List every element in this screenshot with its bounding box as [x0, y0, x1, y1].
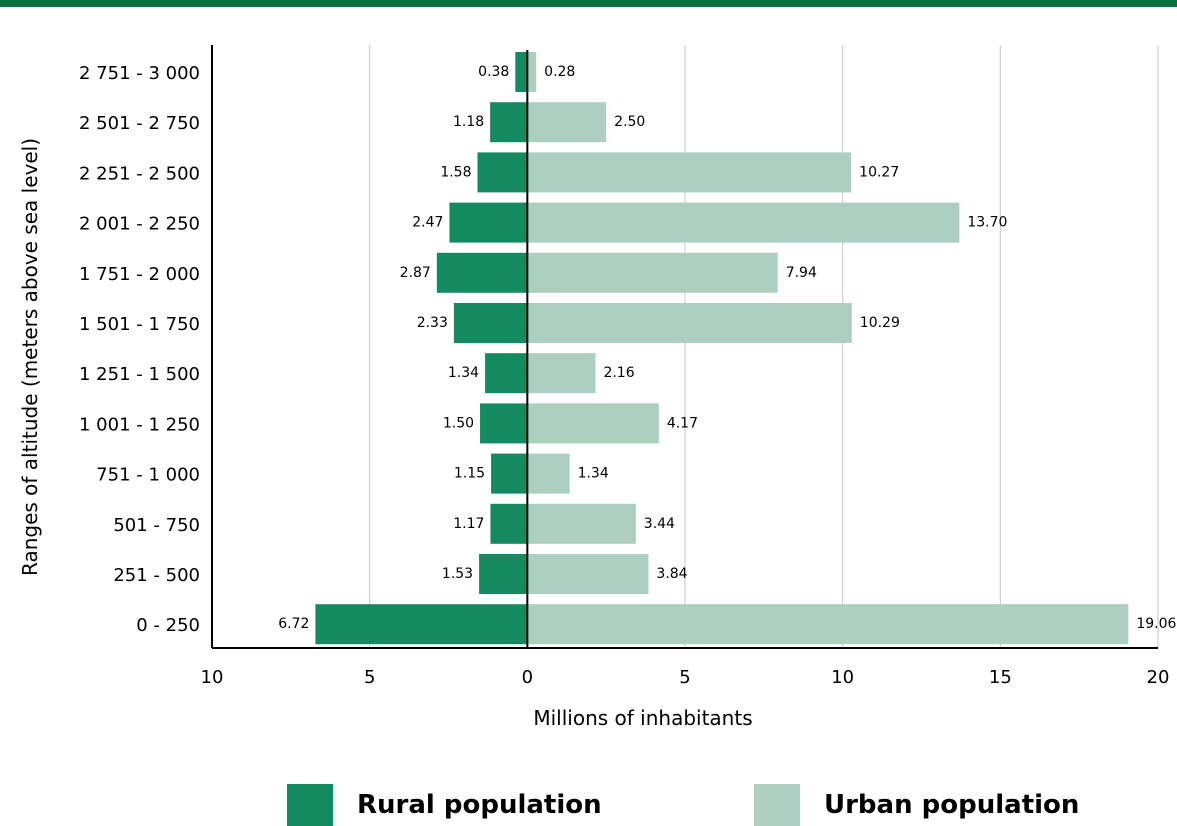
rural-bar: [515, 52, 528, 92]
legend-item-urban: Urban population: [754, 784, 1079, 826]
rural-bar: [485, 353, 528, 394]
x-tick-label: 10: [831, 667, 854, 688]
rural-data-label: 1.53: [442, 566, 473, 582]
top-color-band: [0, 0, 1177, 7]
urban-bar: [527, 102, 607, 143]
legend-swatch-rural: [287, 784, 333, 826]
rural-bar: [449, 202, 528, 243]
bars: [315, 52, 1129, 645]
x-tick-label: 15: [989, 667, 1012, 688]
urban-bar: [527, 303, 852, 343]
rural-bar: [491, 453, 528, 494]
legend-label-urban: Urban population: [824, 790, 1080, 820]
urban-data-label: 1.34: [578, 466, 609, 482]
category-label: 1 251 - 1 500: [79, 364, 200, 385]
urban-data-label: 10.29: [860, 315, 900, 331]
category-label: 2 251 - 2 500: [79, 163, 200, 184]
rural-data-label: 1.18: [453, 114, 484, 130]
category-label: 0 - 250: [136, 615, 200, 636]
urban-bar: [527, 604, 1129, 645]
rural-data-label: 2.33: [417, 315, 448, 331]
category-label: 2 001 - 2 250: [79, 214, 200, 235]
legend-label-rural: Rural population: [357, 790, 602, 820]
urban-data-label: 2.16: [603, 365, 634, 381]
urban-bar: [527, 252, 778, 293]
category-label: 2 751 - 3 000: [79, 63, 200, 84]
urban-data-label: 19.06: [1136, 616, 1176, 632]
urban-bar: [527, 554, 649, 594]
axes: [211, 45, 1158, 649]
rural-bar: [436, 252, 528, 293]
urban-data-label: 3.44: [644, 516, 675, 532]
rural-data-label: 6.72: [278, 616, 309, 632]
rural-data-label: 1.17: [453, 516, 484, 532]
urban-data-label: 3.84: [656, 566, 687, 582]
urban-data-label: 10.27: [859, 164, 899, 180]
rural-data-label: 1.58: [440, 164, 471, 180]
category-label: 501 - 750: [113, 515, 200, 536]
grid-lines: [369, 45, 1159, 648]
urban-data-label: 7.94: [786, 265, 817, 281]
urban-bar: [527, 152, 852, 193]
x-tick-label: 10: [201, 667, 224, 688]
rural-data-label: 2.47: [412, 215, 443, 231]
legend-item-rural: Rural population: [287, 784, 602, 826]
urban-data-label: 2.50: [614, 114, 645, 130]
category-label: 751 - 1 000: [96, 465, 200, 486]
rural-data-label: 1.15: [454, 466, 485, 482]
category-label: 1 751 - 2 000: [79, 264, 200, 285]
category-label: 1 501 - 1 750: [79, 314, 200, 335]
rural-data-label: 1.34: [448, 365, 479, 381]
urban-bar: [527, 403, 659, 444]
urban-data-label: 13.70: [967, 215, 1007, 231]
y-axis-title: Ranges of altitude (meters above sea lev…: [18, 138, 42, 576]
urban-bar: [527, 503, 636, 544]
rural-data-label: 1.50: [443, 415, 474, 431]
x-axis-title: Millions of inhabitants: [533, 706, 752, 730]
urban-bar: [527, 453, 570, 494]
x-tick-label: 0: [522, 667, 533, 688]
rural-bar: [480, 403, 528, 444]
urban-bar: [527, 52, 537, 92]
rural-bar: [479, 554, 528, 594]
rural-data-label: 0.38: [478, 64, 509, 80]
urban-bar: [527, 353, 596, 394]
category-label: 1 001 - 1 250: [79, 414, 200, 435]
legend-swatch-urban: [754, 784, 800, 826]
chart: 10 5 0 5 10 15 20 2 751 - 3 000 0.38 0.28 2 501 - …: [18, 45, 1177, 730]
x-tick-label: 5: [364, 667, 375, 688]
rural-bar: [315, 604, 528, 645]
category-label: 251 - 500: [113, 565, 200, 586]
rural-data-label: 2.87: [400, 265, 431, 281]
urban-bar: [527, 202, 960, 243]
rural-bar: [490, 102, 528, 143]
urban-data-label: 0.28: [544, 64, 575, 80]
category-label: 2 501 - 2 750: [79, 113, 200, 134]
x-tick-label: 5: [679, 667, 690, 688]
x-tick-label: 20: [1147, 667, 1170, 688]
urban-data-label: 4.17: [667, 415, 698, 431]
rural-bar: [490, 503, 528, 544]
rural-bar: [477, 152, 528, 193]
labels: 10 5 0 5 10 15 20 2 751 - 3 000 0.38 0.28 2 501 - …: [79, 63, 1177, 688]
rural-bar: [453, 303, 528, 343]
